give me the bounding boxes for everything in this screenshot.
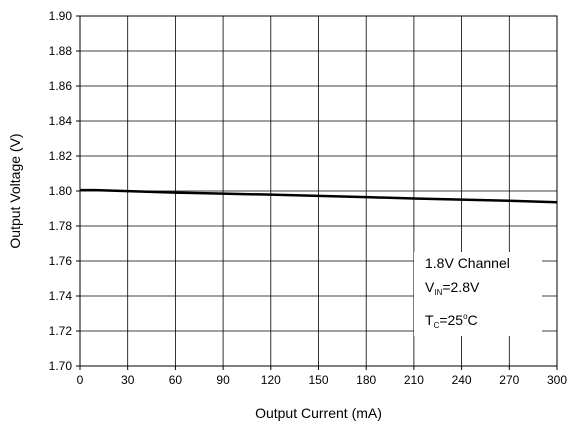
x-tick-label: 30: [121, 373, 135, 387]
y-tick-label: 1.74: [49, 289, 73, 303]
annotation-vin-value: =2.8V: [442, 279, 480, 295]
y-tick-label: 1.76: [49, 254, 73, 268]
y-tick-label: 1.78: [49, 219, 73, 233]
y-tick-label: 1.86: [49, 79, 73, 93]
x-tick-label: 90: [216, 373, 230, 387]
annotation-tc-unit: C: [468, 312, 478, 328]
y-tick-label: 1.90: [49, 9, 73, 23]
x-tick-label: 180: [356, 373, 376, 387]
series-layer: [80, 188, 558, 204]
annotation-tc: TC=25oC: [425, 312, 478, 330]
annotation-vin-sub: IN: [434, 288, 442, 297]
legend-box: [414, 252, 542, 336]
y-axis-title: Output Voltage (V): [7, 133, 23, 248]
axes: 0 30 60 90 120 150 180 210 240 270 300 1.70 1.72 1.74…: [49, 9, 568, 387]
y-tick-label: 1.84: [49, 114, 73, 128]
x-tick-label: 270: [499, 373, 519, 387]
annotation-tc-degree: o: [463, 312, 468, 321]
x-tick-label: 120: [261, 373, 281, 387]
x-tick-label: 150: [308, 373, 328, 387]
annotation-tc-main: T: [425, 312, 434, 328]
y-tick-label: 1.88: [49, 44, 73, 58]
x-tick-label: 0: [77, 373, 84, 387]
y-tick-label: 1.82: [49, 149, 73, 163]
annotation-tc-value: =25: [439, 312, 463, 328]
y-tick-label: 1.80: [49, 184, 73, 198]
plot-frame: [79, 15, 558, 367]
x-axis-title: Output Current (mA): [255, 405, 382, 421]
annotation-tc-sub: C: [434, 321, 440, 330]
x-tick-label: 240: [452, 373, 472, 387]
x-tick-label: 60: [169, 373, 183, 387]
annotation-channel: 1.8V Channel: [425, 255, 510, 271]
y-tick-label: 1.72: [49, 324, 73, 338]
annotation-vin: VIN=2.8V: [425, 279, 480, 297]
x-tick-label: 300: [547, 373, 567, 387]
annotation-vin-main: V: [425, 279, 435, 295]
x-tick-label: 210: [404, 373, 424, 387]
y-tick-label: 1.70: [49, 359, 73, 373]
series-line: [80, 188, 558, 204]
